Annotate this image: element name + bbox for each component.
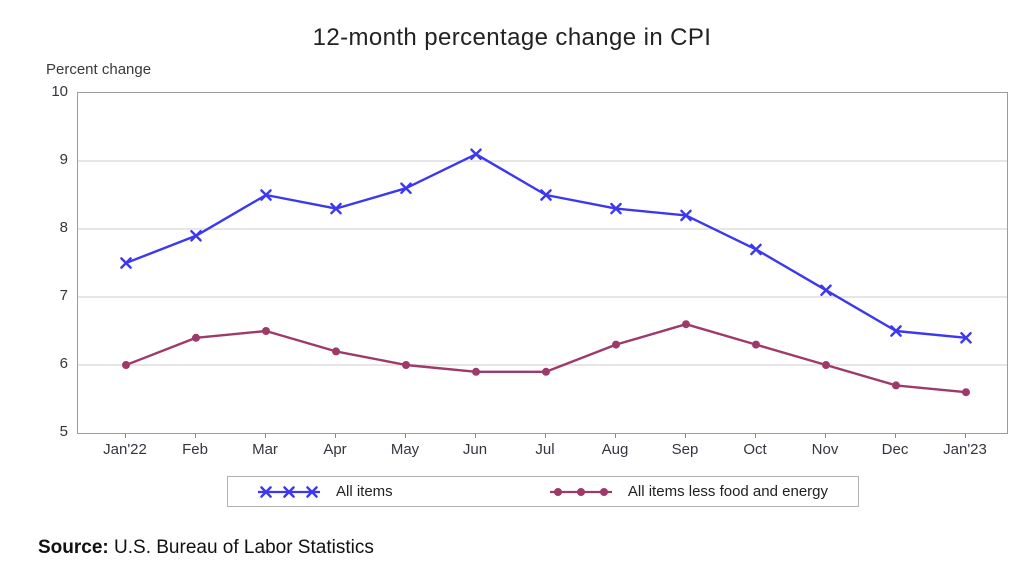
dot-marker <box>553 487 562 496</box>
source-text: U.S. Bureau of Labor Statistics <box>108 537 374 558</box>
dot-marker <box>962 388 970 397</box>
x-tick-label: Jan'22 <box>103 441 147 458</box>
x-tick-mark <box>335 434 336 438</box>
x-marker <box>260 485 272 498</box>
source-line: Source: U.S. Bureau of Labor Statistics <box>38 537 374 559</box>
x-tick-label: Jun <box>462 441 488 458</box>
y-tick-label: 7 <box>59 287 68 304</box>
x-marker <box>120 257 132 269</box>
x-marker <box>610 202 622 215</box>
x-tick-label: Apr <box>323 441 347 458</box>
x-tick-mark <box>825 434 826 438</box>
x-tick-label: Aug <box>601 441 629 458</box>
line-chart-svg <box>78 148 1007 397</box>
x-tick-mark <box>755 434 756 438</box>
x-tick-label: Oct <box>743 441 767 458</box>
x-tick-mark <box>615 434 616 438</box>
chart-title: 12-month percentage change in CPI <box>312 24 712 51</box>
x-tick-label: Nov <box>811 441 839 458</box>
chart-legend: All items All items less food and energy <box>227 476 859 507</box>
x-marker <box>283 485 295 498</box>
dot-marker <box>122 361 130 369</box>
legend-entry: All items less food and energy <box>549 483 828 500</box>
x-tick-mark <box>685 434 686 438</box>
dot-marker <box>892 381 900 390</box>
x-tick-mark <box>475 434 476 438</box>
x-marker <box>330 202 342 215</box>
x-tick-label: Dec <box>881 441 909 458</box>
dot-marker <box>599 487 608 496</box>
dot-marker <box>262 327 270 335</box>
legend-label: All items less food and energy <box>627 483 828 500</box>
x-marker <box>260 189 272 201</box>
source-label: Source: <box>38 537 109 558</box>
x-marker <box>470 148 482 160</box>
legend-label: All items <box>336 483 393 500</box>
legend-swatch-core <box>549 487 612 496</box>
x-marker <box>890 325 902 337</box>
series-line-core <box>124 322 968 394</box>
x-tick-label: Mar <box>252 441 278 458</box>
x-marker <box>820 284 832 296</box>
x-tick-label: Feb <box>182 441 208 458</box>
dot-marker <box>612 340 620 349</box>
dot-marker <box>576 487 585 496</box>
x-tick-label: May <box>390 441 420 458</box>
x-marker <box>680 209 692 222</box>
x-marker <box>190 230 202 242</box>
x-tick-mark <box>405 434 406 438</box>
dot-marker <box>822 361 830 369</box>
x-tick-mark <box>125 434 126 438</box>
series-line-all-items <box>124 153 968 340</box>
y-tick-label: 8 <box>59 219 68 236</box>
y-tick-label: 10 <box>51 83 68 100</box>
x-tick-mark <box>265 434 266 438</box>
dot-marker <box>542 367 550 376</box>
x-tick-mark <box>195 434 196 438</box>
legend-entry: All items <box>258 483 393 500</box>
y-tick-label: 5 <box>59 423 68 440</box>
y-tick-label: 6 <box>59 355 68 372</box>
x-marker <box>750 243 762 256</box>
x-marker <box>540 189 552 201</box>
dot-marker <box>402 361 410 369</box>
x-tick-mark <box>545 434 546 438</box>
y-tick-label: 9 <box>59 151 68 168</box>
plot-area <box>77 92 1008 434</box>
x-marker <box>400 182 412 194</box>
dot-marker <box>472 367 480 376</box>
x-tick-label: Jan'23 <box>943 441 987 458</box>
y-axis-label: Percent change <box>46 61 152 78</box>
dot-marker <box>682 320 690 329</box>
x-tick-label: Jul <box>535 441 555 458</box>
x-marker <box>306 485 318 498</box>
x-marker <box>960 332 972 344</box>
dot-marker <box>332 347 340 356</box>
x-tick-mark <box>965 434 966 438</box>
dot-marker <box>192 333 200 342</box>
legend-swatch-all-items <box>258 485 320 498</box>
x-tick-mark <box>895 434 896 438</box>
dot-marker <box>752 340 760 349</box>
x-tick-label: Sep <box>671 441 699 458</box>
